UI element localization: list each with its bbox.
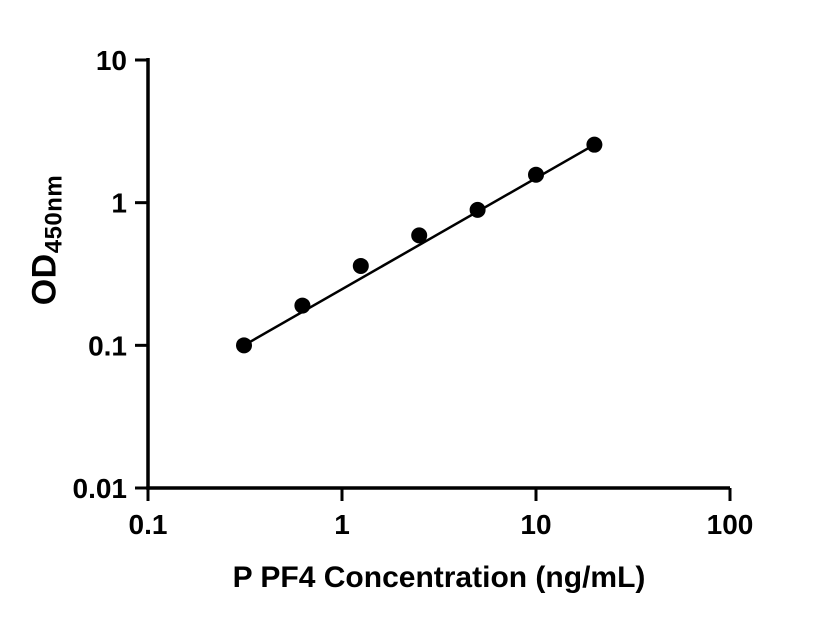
data-point [469, 201, 486, 218]
data-point [586, 136, 603, 153]
x-tick-label: 1 [334, 509, 350, 540]
y-axis-title-subscript: 450nm [40, 174, 68, 254]
x-axis-title: P PF4 Concentration (ng/mL) [232, 561, 646, 594]
data-point [411, 227, 428, 244]
y-tick-label: 10 [96, 45, 127, 76]
data-point [528, 166, 544, 183]
data-point [236, 337, 253, 354]
x-tick-label: 10 [520, 509, 551, 540]
x-tick-label: 0.1 [129, 509, 168, 540]
data-point [352, 257, 369, 274]
x-tick-label: 100 [707, 509, 754, 540]
y-axis-title-main: OD [25, 253, 64, 306]
y-axis-title-text: OD450nm [25, 174, 68, 306]
y-tick-label: 0.1 [88, 330, 127, 361]
y-tick-label: 0.01 [73, 473, 128, 504]
data-point [294, 297, 311, 314]
y-tick-label: 1 [111, 188, 127, 219]
